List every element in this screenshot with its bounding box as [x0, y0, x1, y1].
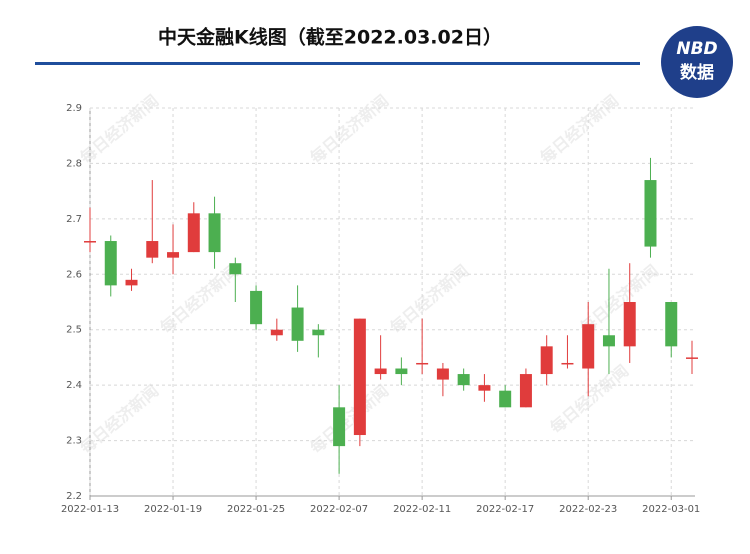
y-tick-label: 2.6 — [66, 269, 82, 280]
x-tick-label: 2022-02-17 — [476, 504, 534, 515]
candle-body — [457, 374, 470, 386]
candle-body — [602, 335, 615, 347]
x-tick-label: 2022-01-13 — [61, 504, 119, 515]
title-rule — [35, 62, 640, 65]
candle-body — [146, 241, 159, 258]
candle-body — [540, 346, 553, 375]
candle-body — [229, 263, 242, 275]
y-tick-label: 2.2 — [66, 491, 82, 502]
candle-body — [686, 357, 698, 359]
logo — [661, 26, 733, 98]
logo-bottom: 数据 — [680, 62, 714, 83]
y-tick-label: 2.5 — [66, 325, 82, 336]
candle-body — [84, 241, 96, 243]
watermark: 每日经济新闻 — [306, 381, 392, 457]
x-tick-label: 2022-01-19 — [144, 504, 202, 515]
y-tick-label: 2.8 — [66, 158, 82, 169]
candle-body — [291, 307, 304, 341]
candle-body — [374, 368, 387, 375]
x-tick-label: 2022-01-25 — [227, 504, 285, 515]
watermark: 每日经济新闻 — [76, 381, 162, 457]
candle-body — [478, 385, 491, 391]
x-tick-label: 2022-03-01 — [642, 504, 700, 515]
candle-body — [125, 279, 138, 286]
candle-body — [561, 362, 574, 365]
candle-body — [644, 180, 657, 247]
candle-body — [436, 368, 449, 380]
candle-body — [208, 213, 221, 253]
candle-body — [519, 374, 532, 408]
candle-body — [104, 241, 117, 286]
candle-body — [353, 318, 366, 436]
logo-top: NBD — [676, 39, 717, 59]
watermark: 每日经济新闻 — [306, 91, 392, 167]
chart-title: 中天金融K线图（截至2022.03.02日） — [158, 26, 502, 49]
y-tick-label: 2.7 — [66, 214, 82, 225]
candle-body — [312, 329, 325, 336]
watermark: 每日经济新闻 — [536, 91, 622, 167]
x-tick-label: 2022-02-11 — [393, 504, 451, 515]
candle-body — [395, 368, 408, 375]
candle-body — [665, 302, 678, 347]
x-tick-label: 2022-02-23 — [559, 504, 617, 515]
candle-body — [333, 407, 346, 447]
watermark: 每日经济新闻 — [76, 91, 162, 167]
candle-body — [623, 302, 636, 347]
y-tick-label: 2.3 — [66, 436, 82, 447]
candle-body — [582, 324, 595, 369]
x-tick-label: 2022-02-07 — [310, 504, 368, 515]
watermark: 每日经济新闻 — [386, 261, 472, 337]
watermark: 每日经济新闻 — [546, 361, 632, 437]
candle-body — [250, 290, 263, 325]
candle-body — [416, 362, 429, 365]
candle-body — [187, 213, 200, 253]
candle-body — [270, 329, 283, 336]
y-tick-label: 2.4 — [66, 380, 82, 391]
candle-body — [499, 390, 512, 408]
candle-body — [167, 252, 180, 258]
y-tick-label: 2.9 — [66, 103, 82, 114]
